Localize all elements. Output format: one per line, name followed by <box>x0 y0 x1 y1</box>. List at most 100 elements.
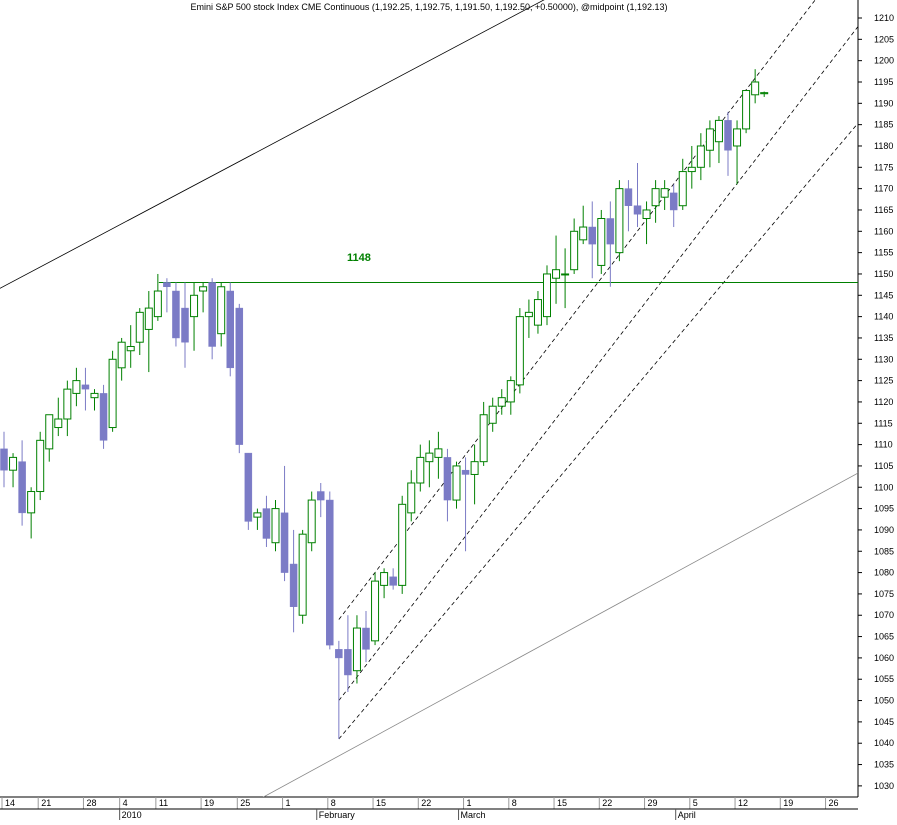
candle-body-up <box>153 290 162 318</box>
y-tick-label: 1060 <box>874 653 894 663</box>
candle-body-down <box>181 307 189 343</box>
y-tick-label: 1205 <box>874 34 894 44</box>
trendline <box>338 122 858 740</box>
candle-body-up <box>352 627 361 672</box>
candle-body-up <box>144 307 153 330</box>
candle-body-up <box>36 439 45 493</box>
chart-title: Emini S&P 500 stock Index CME Continuous… <box>190 2 668 12</box>
x-day-label: 11 <box>159 798 168 808</box>
y-tick-label: 1050 <box>874 696 894 706</box>
candle-body-down <box>99 393 108 441</box>
candle-body-down <box>208 282 216 347</box>
x-day-label: 1 <box>467 798 472 808</box>
candle-body-down <box>633 205 642 215</box>
x-day-label: 15 <box>376 798 386 808</box>
y-tick-label: 1210 <box>874 13 894 23</box>
candle-body-up <box>307 499 316 544</box>
candle-body-up <box>687 166 696 173</box>
y-tick-label: 1185 <box>874 120 893 130</box>
y-tick-label: 1080 <box>874 568 894 578</box>
y-tick-label: 1100 <box>874 482 893 492</box>
candle-body-down <box>669 192 678 211</box>
candle-body-up <box>54 418 63 429</box>
trendline <box>338 25 858 701</box>
x-day-label: 26 <box>829 798 839 808</box>
candle-body-up <box>515 316 524 386</box>
candle-body-up <box>561 273 570 276</box>
y-tick-label: 1085 <box>874 546 894 556</box>
candle-body-up <box>416 456 425 484</box>
y-tick-label: 1055 <box>874 674 894 684</box>
candle-body-up <box>434 448 443 458</box>
candle-body-down <box>235 307 244 445</box>
x-day-label: 14 <box>5 798 15 808</box>
candle-body-up <box>253 512 262 518</box>
candle-body-up <box>452 465 461 501</box>
candle-body-up <box>199 286 208 292</box>
x-day-label: 25 <box>240 798 250 808</box>
candle-body-up <box>742 90 751 130</box>
x-day-label: 12 <box>738 798 748 808</box>
y-tick-label: 1070 <box>874 610 894 620</box>
x-day-label: 4 <box>123 798 128 808</box>
trendline <box>0 0 545 289</box>
y-tick-label: 1145 <box>874 290 893 300</box>
y-tick-label: 1030 <box>874 781 894 791</box>
candle-body-up <box>90 392 99 399</box>
candle-body-up <box>45 414 54 450</box>
x-day-label: 28 <box>86 798 96 808</box>
x-day-label: 19 <box>783 798 793 808</box>
candle-body-up <box>597 218 606 266</box>
y-tick-label: 1180 <box>874 141 893 151</box>
y-tick-label: 1170 <box>874 184 893 194</box>
x-day-label: 22 <box>602 798 612 808</box>
candle-body-up <box>9 456 18 471</box>
candle-body-up <box>642 209 651 220</box>
y-tick-label: 1035 <box>874 760 894 770</box>
candle-body-up <box>398 503 407 586</box>
candle-body-up <box>579 226 588 241</box>
candle-body-up <box>217 286 226 335</box>
candle-body-up <box>696 145 705 168</box>
x-day-label: 21 <box>41 798 51 808</box>
x-day-label: 8 <box>512 798 517 808</box>
candle-body-up <box>488 405 497 424</box>
candle-body-down <box>226 290 234 369</box>
candle-body-up <box>117 341 126 369</box>
candle-body-up <box>470 461 479 475</box>
y-tick-label: 1115 <box>874 418 893 428</box>
y-tick-label: 1140 <box>874 312 893 322</box>
candle-body-up <box>524 311 533 318</box>
candle-body-up <box>660 188 669 198</box>
x-day-label: 15 <box>557 798 567 808</box>
candle-body-up <box>126 345 135 352</box>
candle-body-down <box>344 649 352 676</box>
candle-body-up <box>543 273 551 318</box>
candle-body-up <box>135 311 144 343</box>
y-tick-label: 1105 <box>874 461 893 471</box>
candle-body-down <box>163 282 171 288</box>
candle-body-down <box>262 508 271 539</box>
candle-body-down <box>362 627 370 650</box>
candle-body-up <box>108 358 117 429</box>
x-day-label: 29 <box>648 798 658 808</box>
candle-body-down <box>81 384 90 390</box>
candle-body-up <box>615 188 624 254</box>
candle-body-down <box>317 491 325 501</box>
y-tick-label: 1075 <box>874 589 894 599</box>
y-tick-label: 1125 <box>874 376 893 386</box>
candle-body-up <box>570 230 579 271</box>
trendline <box>262 472 858 797</box>
y-tick-label: 1095 <box>874 504 894 514</box>
y-tick-label: 1200 <box>874 56 894 66</box>
candle-body-up <box>72 380 81 394</box>
candle-body-up <box>407 482 416 514</box>
candle-body-up <box>714 119 723 143</box>
candle-body-down <box>624 188 633 206</box>
candle-body-down <box>244 452 253 522</box>
candle-body-up <box>380 572 389 586</box>
x-month-label: March <box>461 810 486 820</box>
